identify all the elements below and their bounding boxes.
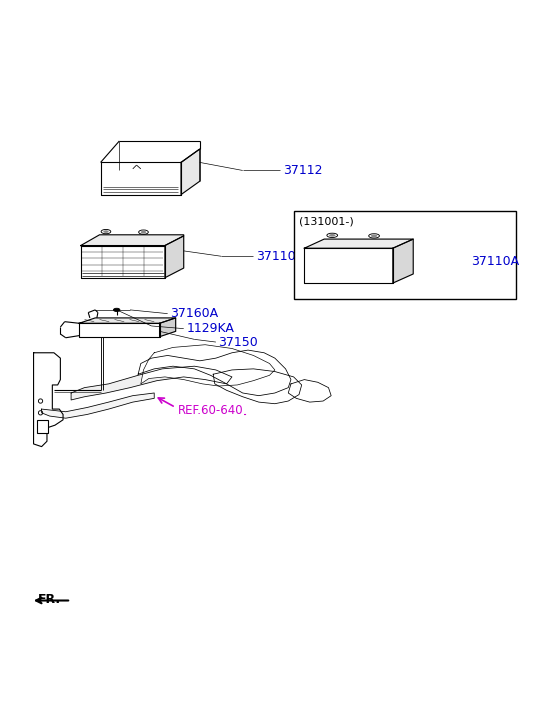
Polygon shape (33, 353, 63, 446)
Polygon shape (213, 369, 302, 403)
Ellipse shape (113, 308, 120, 311)
Text: 37110A: 37110A (256, 250, 304, 262)
Ellipse shape (371, 235, 377, 237)
Ellipse shape (103, 230, 109, 233)
Polygon shape (393, 239, 413, 283)
Text: REF.60-640: REF.60-640 (178, 404, 244, 417)
Text: 1129KA: 1129KA (186, 322, 234, 335)
Polygon shape (160, 318, 176, 337)
Ellipse shape (141, 230, 146, 233)
Polygon shape (181, 149, 200, 195)
Polygon shape (79, 324, 160, 337)
Polygon shape (141, 345, 275, 386)
Polygon shape (81, 246, 165, 278)
Text: FR.: FR. (38, 593, 61, 606)
Text: 37150: 37150 (218, 336, 258, 348)
Text: 37110A: 37110A (471, 255, 519, 268)
Polygon shape (81, 235, 184, 246)
Text: 37112: 37112 (283, 164, 322, 177)
Polygon shape (288, 379, 331, 402)
Text: 37160A: 37160A (170, 307, 218, 320)
Polygon shape (165, 236, 184, 278)
Polygon shape (71, 366, 232, 400)
Ellipse shape (329, 234, 335, 237)
Polygon shape (138, 350, 291, 395)
Bar (294, 211, 516, 299)
Bar (37, 419, 48, 433)
Polygon shape (79, 318, 176, 324)
Polygon shape (305, 248, 393, 283)
Text: (131001-): (131001-) (299, 216, 354, 226)
Polygon shape (305, 239, 413, 248)
Polygon shape (42, 393, 154, 418)
Polygon shape (101, 162, 181, 195)
